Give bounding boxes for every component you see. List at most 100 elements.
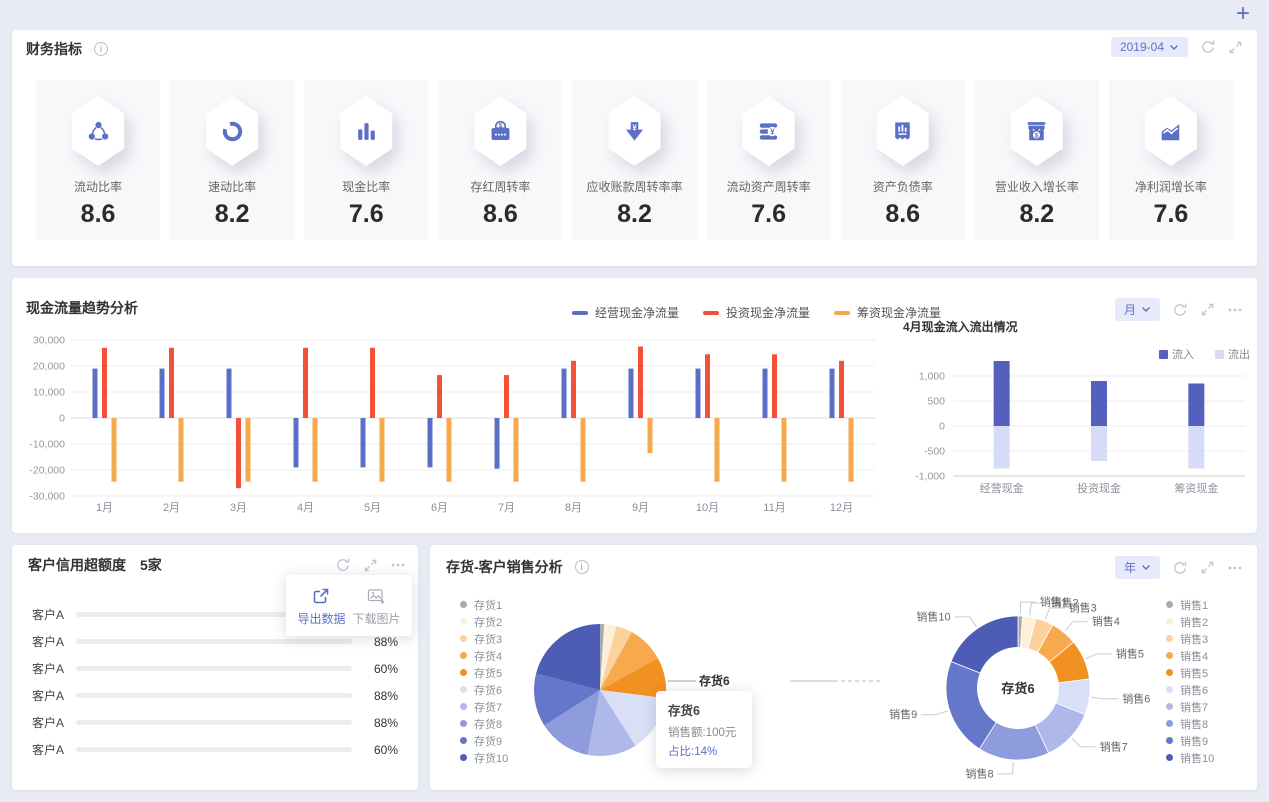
tooltip-sales: 销售额:100元 — [668, 727, 737, 739]
panel-subtitle: 5家 — [140, 557, 162, 573]
customer-label: 客户A — [32, 608, 65, 622]
kpi-card: $ 营业收入增长率 8.2 — [974, 80, 1099, 240]
customer-label: 客户A — [32, 635, 65, 649]
kpi-label: 应收账款周转率率 — [586, 180, 683, 194]
period-select[interactable]: 2019-04 — [1110, 37, 1188, 57]
export-data-button[interactable]: 导出数据 — [297, 587, 346, 627]
kpi-cards: 流动比率 8.6 速动比率 8.2 现金比率 7.6 $ — [12, 80, 1257, 240]
legend-item[interactable]: 销售3 — [1166, 633, 1214, 646]
period-select[interactable]: 月 — [1114, 298, 1160, 321]
legend-item[interactable]: 销售8 — [1166, 718, 1214, 731]
refresh-button[interactable] — [1172, 560, 1188, 576]
legend-item[interactable]: 存货6 — [460, 684, 508, 697]
legend-item[interactable]: 存货8 — [460, 718, 508, 731]
legend-item[interactable]: 存货5 — [460, 667, 508, 680]
credit-bar[interactable] — [76, 639, 352, 644]
svg-text:筹资现金: 筹资现金 — [1174, 481, 1218, 495]
kpi-value: 8.2 — [214, 200, 250, 228]
expand-button[interactable] — [1228, 40, 1243, 55]
credit-row: 客户A 60% — [32, 655, 398, 682]
legend-item[interactable]: 存货9 — [460, 735, 508, 748]
svg-text:投资现金: 投资现金 — [1077, 481, 1121, 495]
legend-item[interactable]: 存货2 — [460, 616, 508, 629]
legend-dot — [1166, 652, 1173, 659]
expand-button[interactable] — [1200, 302, 1215, 317]
legend-item[interactable]: 筹资现金净流量 — [834, 304, 941, 321]
legend-label: 存货6 — [474, 684, 503, 697]
subchart-title: 4月现金流入流出情况 — [903, 320, 1018, 334]
period-select[interactable]: 年 — [1114, 556, 1160, 579]
refresh-button[interactable] — [1172, 302, 1188, 318]
credit-percent: 88% — [373, 715, 398, 730]
credit-bar[interactable] — [76, 747, 352, 752]
download-image-button[interactable]: 下载图片 — [352, 587, 401, 627]
image-download-icon — [368, 589, 385, 605]
svg-text:500: 500 — [927, 396, 945, 408]
more-button[interactable] — [1227, 560, 1243, 576]
credit-bar-list: 客户A 88% 客户A 88% 客户A 60% 客户A 88% 客户A — [12, 601, 418, 763]
legend-item[interactable]: 销售5 — [1166, 667, 1214, 680]
credit-bar[interactable] — [76, 666, 352, 671]
legend-item[interactable]: 销售4 — [1166, 650, 1214, 663]
svg-text:-500: -500 — [924, 446, 945, 458]
credit-bar[interactable] — [76, 720, 352, 725]
sales-legend: 销售1 销售2 销售3 销售4 销售5 销售6 销售7 销售8 销售9 销售10 — [1166, 599, 1214, 765]
svg-text:流出: 流出 — [1228, 347, 1250, 361]
refresh-button[interactable] — [1200, 39, 1216, 55]
cashflow-trend-panel: 现金流量趋势分析 经营现金净流量 投资现金净流量 筹资现金净流量 月 4月现金流… — [12, 278, 1257, 533]
add-widget-button[interactable]: + — [1235, 0, 1250, 27]
credit-bar[interactable] — [76, 612, 352, 617]
legend-item[interactable]: 存货7 — [460, 701, 508, 714]
legend-item[interactable]: 经营现金净流量 — [572, 304, 679, 321]
chevron-down-icon — [1142, 565, 1150, 570]
svg-text:销售5: 销售5 — [1116, 646, 1144, 660]
expand-button[interactable] — [363, 558, 378, 573]
expand-button[interactable] — [1200, 560, 1215, 575]
credit-row: 客户A 88% — [32, 682, 398, 709]
legend-dot — [460, 754, 467, 761]
tooltip-title: 存货6 — [668, 704, 700, 718]
kpi-card: 速动比率 8.2 — [170, 80, 295, 240]
credit-row: 客户A 60% — [32, 736, 398, 763]
info-icon — [94, 42, 108, 56]
legend-label: 销售1 — [1180, 599, 1209, 612]
bar-chart-icon — [357, 122, 375, 140]
legend-label: 存货7 — [474, 701, 503, 714]
legend-item[interactable]: 销售1 — [1166, 599, 1214, 612]
svg-text:10月: 10月 — [696, 502, 719, 514]
credit-percent: 88% — [373, 634, 398, 649]
more-button[interactable] — [390, 557, 406, 573]
legend-item[interactable]: 存货10 — [460, 752, 508, 765]
svg-text:存货6: 存货6 — [698, 673, 730, 688]
sync-icon — [222, 121, 242, 141]
trend-icon — [1162, 123, 1180, 140]
svg-text:流入: 流入 — [1172, 347, 1194, 361]
svg-text:3月: 3月 — [230, 502, 247, 514]
more-button[interactable] — [1227, 302, 1243, 318]
legend-marker — [572, 310, 588, 315]
kpi-label: 存红周转率 — [470, 180, 531, 194]
panel-title: 财务指标 — [26, 41, 82, 57]
share-network-icon — [88, 121, 108, 140]
legend-item[interactable]: 投资现金净流量 — [703, 304, 810, 321]
refresh-button[interactable] — [335, 557, 351, 573]
kpi-label: 净利润增长率 — [1134, 180, 1207, 194]
inventory-legend: 存货1 存货2 存货3 存货4 存货5 存货6 存货7 存货8 存货9 存货10 — [460, 599, 508, 765]
legend-item[interactable]: 销售2 — [1166, 616, 1214, 629]
legend-item[interactable]: 存货1 — [460, 599, 508, 612]
expand-icon — [364, 559, 377, 571]
wallet-icon: $ — [491, 120, 510, 140]
legend-item[interactable]: 销售6 — [1166, 684, 1214, 697]
legend-item[interactable]: 存货3 — [460, 633, 508, 646]
credit-bar[interactable] — [76, 693, 352, 698]
legend-item[interactable]: 销售7 — [1166, 701, 1214, 714]
legend-item[interactable]: 存货4 — [460, 650, 508, 663]
svg-text:$: $ — [499, 122, 503, 129]
more-icon — [391, 563, 405, 567]
legend-marker — [834, 310, 851, 315]
svg-text:2月: 2月 — [163, 502, 180, 514]
customer-label: 客户A — [32, 689, 65, 703]
legend-item[interactable]: 销售10 — [1166, 752, 1214, 765]
legend-item[interactable]: 销售9 — [1166, 735, 1214, 748]
